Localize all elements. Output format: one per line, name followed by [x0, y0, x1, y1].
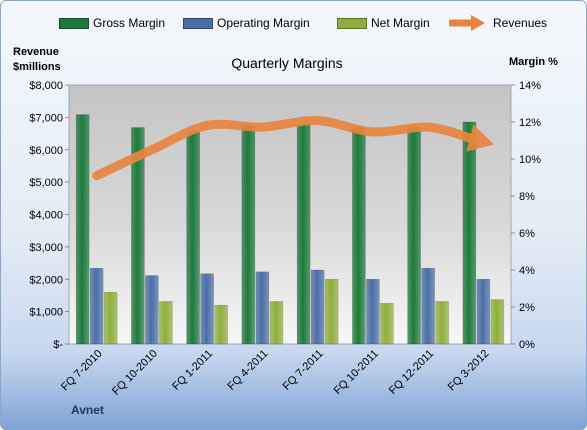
legend-item-net-margin: Net Margin [337, 13, 430, 33]
left-tick-label: $5,000 [29, 177, 63, 189]
category-label: FQ 12-2011 [387, 348, 436, 397]
category-label: FQ 3-2012 [446, 348, 492, 394]
operating-margin-bar [310, 269, 325, 345]
legend-item-gross-margin: Gross Margin [59, 13, 165, 33]
company-name: Avnet [71, 403, 104, 417]
legend: Gross Margin Operating Margin Net Margin… [1, 13, 586, 33]
left-tick-label: $3,000 [29, 242, 63, 254]
left-tick-label: $2,000 [29, 274, 63, 286]
left-tick-label: $1,000 [29, 307, 63, 319]
gross-margin-bar [407, 127, 421, 345]
category-label: FQ 4-2011 [225, 348, 270, 393]
net-margin-bar [103, 291, 118, 345]
gross-margin-bar [75, 114, 90, 345]
legend-item-operating-margin: Operating Margin [183, 13, 310, 33]
right-tick-label: 12% [519, 117, 541, 129]
right-tick-label: 8% [519, 191, 535, 203]
revenues-arrowhead [466, 124, 495, 152]
net-margin-bar [324, 279, 339, 345]
gross-margin-bar [352, 127, 366, 345]
category-label: FQ 7-2011 [281, 348, 326, 393]
right-tick-label: 4% [519, 265, 535, 277]
category-label: FQ 1-2011 [170, 348, 215, 393]
operating-margin-bar [366, 279, 380, 345]
legend-label: Operating Margin [217, 16, 310, 30]
operating-margin-bar [200, 273, 214, 345]
operating-margin-bar [145, 275, 159, 345]
operating-margin-bar [89, 267, 104, 345]
net-margin-bar [214, 304, 228, 345]
net-margin-bar [380, 303, 394, 345]
operating-margin-swatch [183, 17, 213, 29]
left-tick-label: $8,000 [29, 80, 63, 92]
left-tick-label: $4,000 [29, 210, 63, 222]
gross-margin-swatch [59, 17, 89, 29]
net-margin-bar [490, 299, 505, 345]
chart-title: Quarterly Margins [231, 55, 343, 71]
left-tick-label: $7,000 [29, 112, 63, 124]
right-tick-label: 6% [519, 228, 535, 240]
right-axis-title: Margin % [509, 56, 558, 68]
gross-margin-bar [186, 131, 200, 345]
net-margin-bar [269, 301, 284, 345]
legend-label: Net Margin [371, 16, 430, 30]
operating-margin-bar [476, 279, 491, 345]
left-axis-title: Revenue $millions [13, 45, 61, 75]
net-margin-swatch [337, 17, 367, 29]
right-tick-label: 14% [519, 80, 541, 92]
category-label: FQ 10-2010 [110, 348, 160, 398]
gross-margin-bar [296, 123, 311, 345]
right-tick-label: 0% [519, 339, 535, 351]
category-label: FQ 10-2011 [332, 348, 381, 397]
left-tick-label: $6,000 [29, 145, 63, 157]
gross-margin-bar [241, 125, 256, 345]
revenues-arrow-icon [449, 15, 485, 31]
operating-margin-bar [255, 271, 270, 345]
right-tick-label: 2% [519, 302, 535, 314]
left-tick-label: $- [53, 339, 63, 351]
net-margin-bar [435, 301, 449, 345]
net-margin-bar [159, 301, 173, 345]
category-label: FQ 7-2010 [59, 348, 105, 394]
left-axis-title-line-2: $millions [13, 61, 61, 73]
legend-label: Revenues [493, 16, 548, 30]
left-axis-title-line-1: Revenue [13, 46, 59, 58]
legend-label: Gross Margin [93, 16, 166, 30]
operating-margin-bar [421, 267, 435, 345]
legend-item-revenues: Revenues [449, 13, 547, 33]
right-tick-label: 10% [519, 154, 541, 166]
gross-margin-bar [462, 121, 477, 345]
revenues-line [92, 116, 477, 181]
gross-margin-bar [131, 127, 145, 345]
